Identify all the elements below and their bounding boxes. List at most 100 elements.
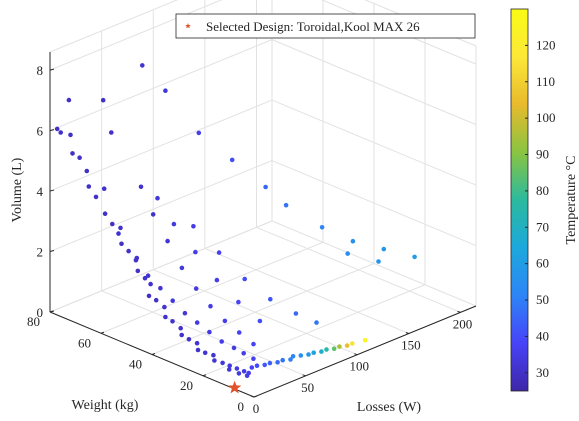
data-point xyxy=(290,354,296,359)
data-point xyxy=(207,329,212,335)
z-tick-mark xyxy=(49,129,55,132)
data-point xyxy=(214,277,220,283)
data-point xyxy=(267,360,273,366)
side-gridline xyxy=(271,160,477,246)
back-gridline xyxy=(49,160,273,252)
data-point xyxy=(220,360,225,366)
data-point xyxy=(212,358,217,363)
data-point xyxy=(249,365,255,370)
data-point xyxy=(84,168,90,174)
data-point xyxy=(150,212,156,217)
side-gridline xyxy=(271,99,477,186)
data-point xyxy=(196,130,202,136)
back-gridline xyxy=(49,99,273,192)
data-point xyxy=(275,360,280,365)
data-point xyxy=(70,151,75,156)
colorbar-tick-label: 50 xyxy=(536,292,549,307)
data-point xyxy=(227,363,232,369)
colorbar-gradient xyxy=(510,8,529,392)
data-point xyxy=(319,225,325,230)
data-point xyxy=(319,349,324,354)
z-tick-mark xyxy=(49,310,55,313)
data-point xyxy=(298,353,304,358)
back-gridline xyxy=(49,220,273,313)
z-tick-mark xyxy=(49,189,55,192)
data-point xyxy=(231,345,237,351)
back-gridline xyxy=(49,39,273,132)
colorbar-tick-label: 90 xyxy=(536,147,549,162)
data-point xyxy=(241,351,246,356)
box-edge xyxy=(49,0,179,53)
data-point xyxy=(140,63,145,68)
x-tick-label: 150 xyxy=(401,338,421,353)
y-tick-label: 80 xyxy=(27,314,40,329)
colorbar-tick-label: 30 xyxy=(536,365,549,380)
legend-label: Selected Design: Toroidal,Kool MAX 26 xyxy=(206,19,420,34)
data-points xyxy=(54,63,417,379)
data-point xyxy=(293,311,299,316)
data-point xyxy=(311,350,317,356)
data-point xyxy=(344,343,350,348)
data-point xyxy=(182,310,188,316)
data-point xyxy=(158,285,163,291)
colorbar-tick-label: 60 xyxy=(536,256,549,271)
colorbar-tick-label: 80 xyxy=(536,183,549,198)
x-tick-label: 50 xyxy=(301,380,314,395)
data-point xyxy=(66,97,72,103)
data-point xyxy=(138,184,144,190)
data-point xyxy=(288,357,293,362)
y-tick-label: 40 xyxy=(129,357,142,372)
data-point xyxy=(171,221,177,227)
colorbar-tick-label: 110 xyxy=(536,74,555,89)
data-point xyxy=(331,346,337,352)
x-axis-line xyxy=(253,305,477,398)
data-point xyxy=(244,373,250,379)
back-gridline xyxy=(49,0,223,71)
data-point xyxy=(242,276,247,282)
data-point xyxy=(381,246,387,252)
data-point xyxy=(254,363,260,369)
data-point xyxy=(236,299,241,305)
colorbar-tick-label: 100 xyxy=(536,110,556,125)
data-point xyxy=(337,344,342,349)
data-point xyxy=(234,366,240,371)
legend[interactable]: Selected Design: Toroidal,Kool MAX 26 xyxy=(175,13,476,39)
data-point xyxy=(101,186,107,191)
data-point xyxy=(263,184,268,190)
side-gridline xyxy=(271,220,477,307)
data-point xyxy=(109,130,114,135)
data-point xyxy=(283,202,289,208)
floor-gridline xyxy=(151,263,375,355)
x-tick-label: 0 xyxy=(253,401,260,416)
colorbar-tick-label: 70 xyxy=(536,219,549,234)
data-point xyxy=(280,357,286,363)
x-axis-label: Losses (W) xyxy=(357,400,421,415)
data-point xyxy=(202,350,208,356)
data-point xyxy=(194,320,200,325)
y-tick-label: 60 xyxy=(78,335,91,350)
data-point xyxy=(165,238,170,244)
selected-design-point xyxy=(228,380,242,394)
data-point xyxy=(194,340,200,346)
data-point xyxy=(58,130,63,135)
legend-star-icon xyxy=(185,23,191,29)
data-point xyxy=(179,265,185,271)
z-tick-mark xyxy=(49,68,55,71)
legend-star-marker xyxy=(185,23,191,29)
data-point xyxy=(134,255,140,261)
data-point xyxy=(257,318,263,324)
data-point xyxy=(126,248,131,254)
z-tick-label: 4 xyxy=(37,184,44,199)
data-point xyxy=(148,281,153,287)
z-tick-label: 2 xyxy=(37,245,44,260)
data-point xyxy=(155,195,160,201)
data-point xyxy=(376,259,381,264)
z-tick-label: 0 xyxy=(37,305,44,320)
data-point xyxy=(229,157,235,163)
colorbar-tick-label: 40 xyxy=(536,328,549,343)
data-point xyxy=(163,88,168,93)
x-tick-mark xyxy=(302,374,306,377)
data-point xyxy=(324,347,329,352)
